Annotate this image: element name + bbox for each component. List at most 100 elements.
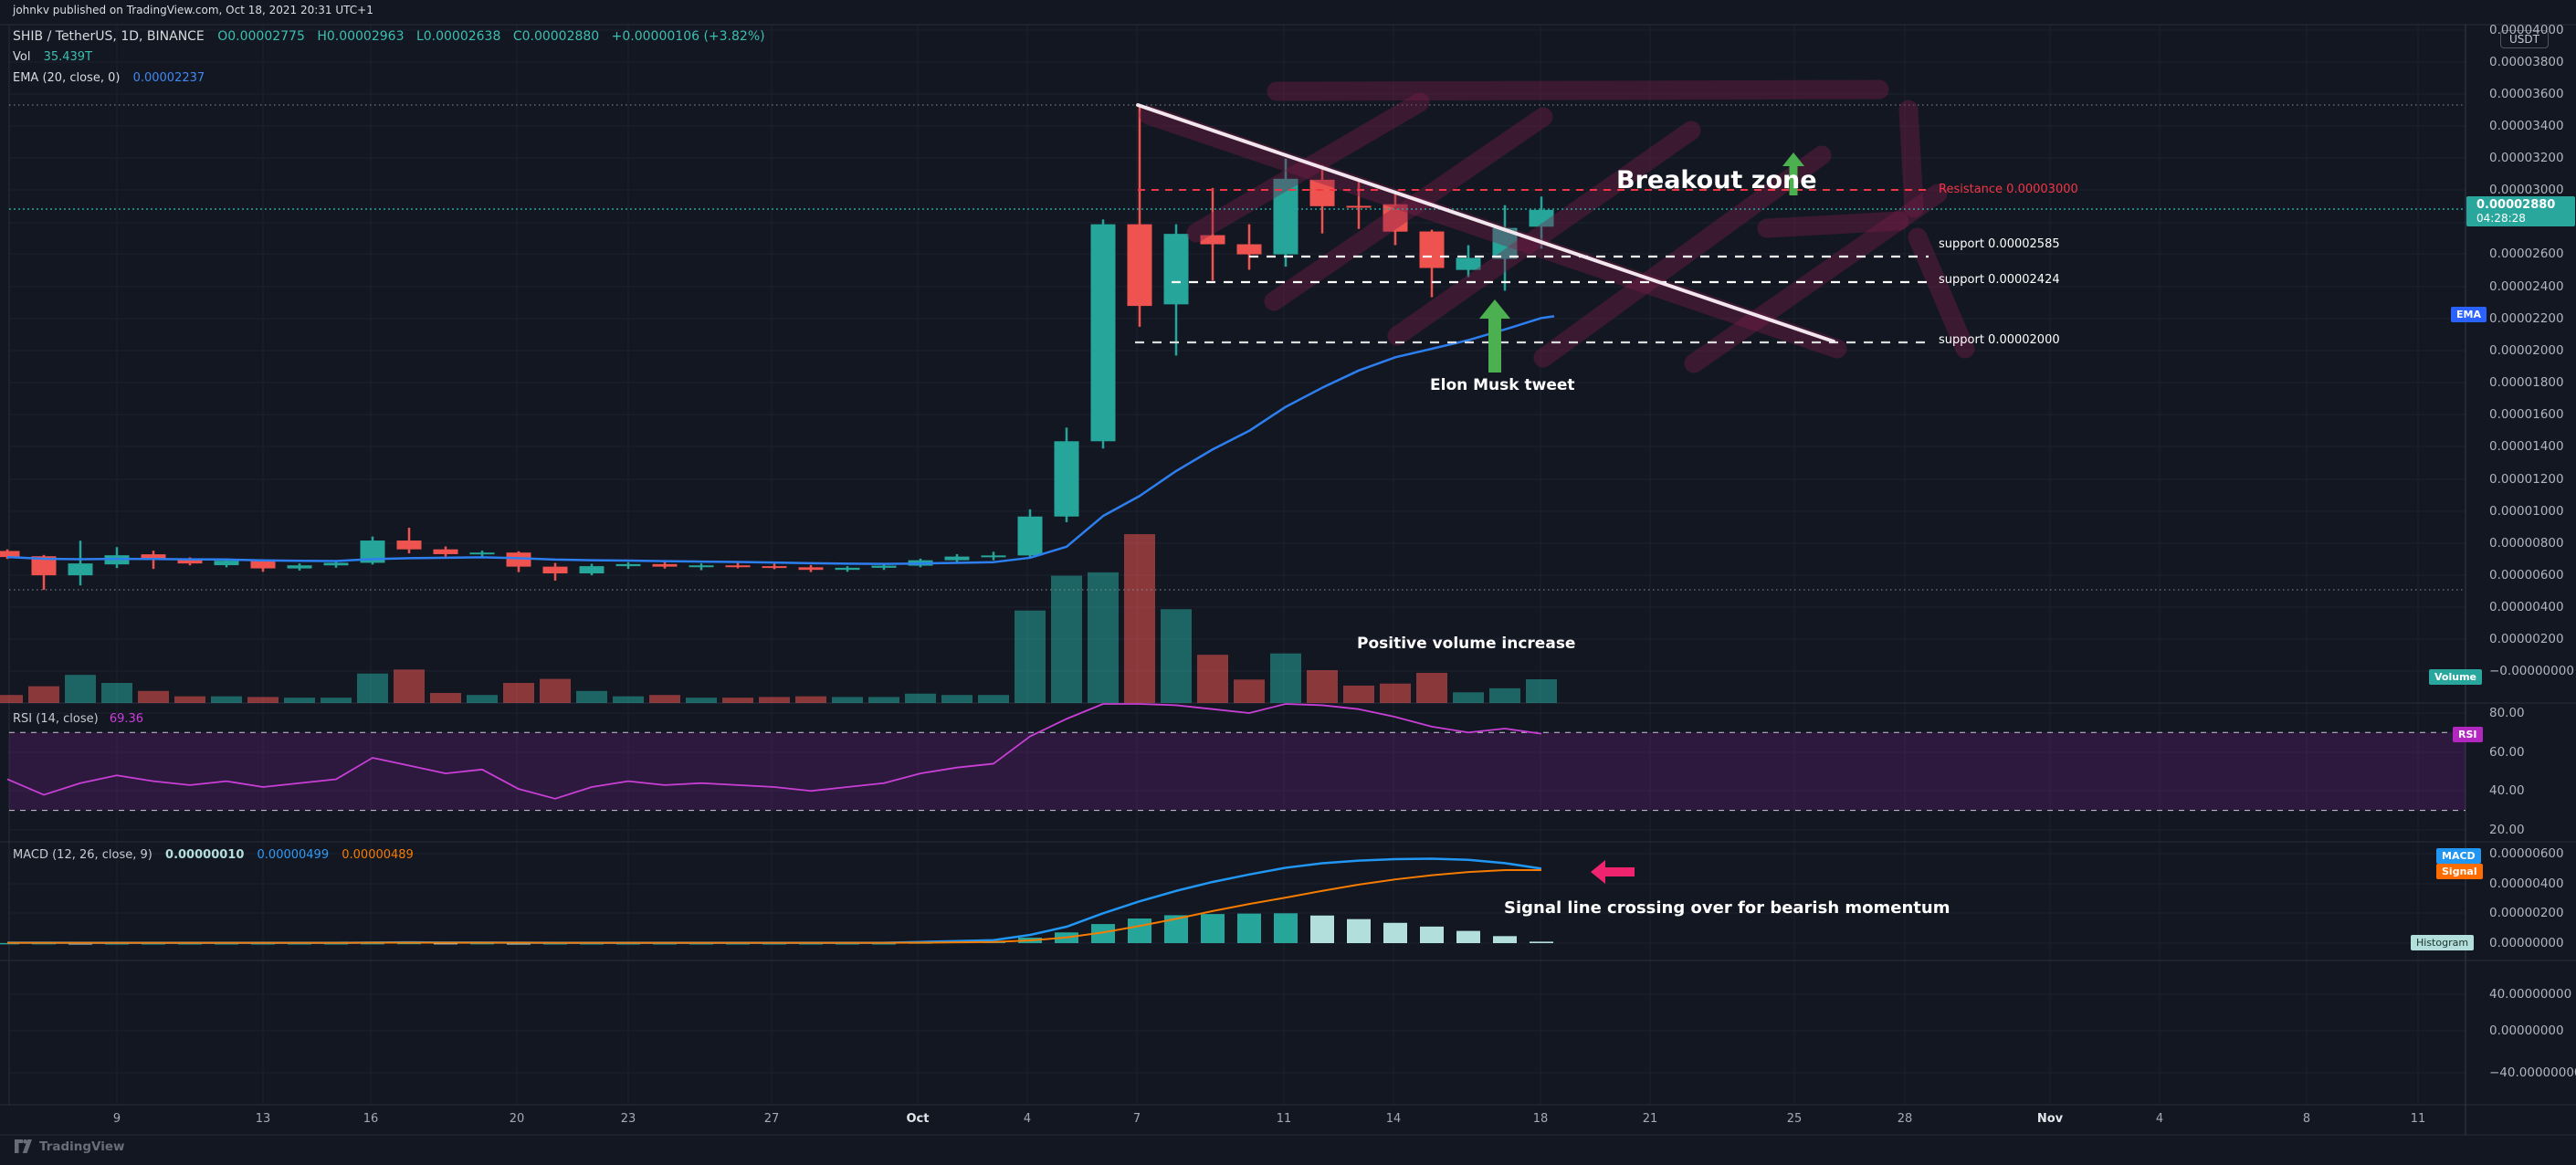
candle-body <box>396 541 422 550</box>
time-axis-label: 11 <box>1276 1112 1292 1126</box>
candle-body <box>1273 178 1299 255</box>
brush-stroke <box>1139 105 1847 359</box>
volume-bar <box>686 698 717 703</box>
candle-body <box>579 566 605 574</box>
candle-body <box>31 556 57 576</box>
macd-histogram-bar <box>1128 918 1151 943</box>
candle-body <box>1127 224 1152 307</box>
volume-bar <box>284 698 315 703</box>
price-axis-label: 0.00003400 <box>2489 119 2564 133</box>
macd-histogram-bar <box>1201 914 1225 943</box>
macd-axis-label: 0.00000600 <box>2489 846 2564 861</box>
candle-body <box>981 555 1006 558</box>
rsi-axis-label: 40.00 <box>2489 783 2525 798</box>
candle-body <box>1419 231 1445 268</box>
price-axis-label: 0.00003200 <box>2489 151 2564 165</box>
volume-bar <box>357 673 388 703</box>
volume-bar <box>1416 672 1447 703</box>
volume-bar <box>759 697 790 703</box>
candle-body <box>141 554 166 561</box>
time-axis-label: 21 <box>1642 1112 1658 1126</box>
candle-body <box>542 566 568 574</box>
volume-bar <box>1307 670 1338 703</box>
volume-bar <box>394 669 425 703</box>
macd-axis-label: 0.00000400 <box>2489 876 2564 891</box>
candle-body <box>725 565 751 568</box>
time-axis-label: 11 <box>2410 1112 2426 1126</box>
volume-bar <box>101 682 132 703</box>
candle-body <box>469 552 495 555</box>
candle-body <box>323 562 349 566</box>
volume-bar <box>174 696 205 703</box>
time-axis-label: 7 <box>1132 1112 1141 1126</box>
time-axis-label: 4 <box>2155 1112 2164 1126</box>
volume-bar <box>1526 679 1557 703</box>
time-axis-label: 28 <box>1897 1112 1913 1126</box>
macd-axis-label: 0.00000000 <box>2489 936 2564 950</box>
candle-body <box>1017 516 1043 556</box>
pane4-axis-label: 0.00000000 <box>2489 1023 2564 1038</box>
brush-stroke <box>1908 227 1975 359</box>
brush-stroke <box>1684 184 1948 373</box>
candle-body <box>1163 234 1189 305</box>
volume-bar <box>211 696 242 703</box>
rsi-axis-label: 60.00 <box>2489 745 2525 760</box>
volume-bar <box>540 678 571 703</box>
volume-bar <box>978 695 1009 703</box>
volume-bar <box>905 693 936 703</box>
price-axis-label: 0.00001400 <box>2489 439 2564 454</box>
volume-bar <box>1161 609 1192 703</box>
brush-stroke <box>1533 145 1832 368</box>
price-axis-label: 0.00001800 <box>2489 375 2564 390</box>
macd-histogram-bar <box>1530 941 1553 943</box>
volume-bar <box>65 675 96 703</box>
volume-bar <box>868 697 899 703</box>
rsi-band <box>9 732 2466 811</box>
volume-bar <box>430 692 461 703</box>
time-axis-label: Oct <box>906 1112 930 1126</box>
candle-body <box>1236 244 1262 255</box>
macd-signal-line <box>7 869 1541 944</box>
brush-stroke <box>1186 92 1430 243</box>
macd-histogram-bar <box>1493 936 1517 943</box>
volume-bar <box>1124 534 1155 703</box>
volume-bar <box>1015 610 1046 703</box>
candle-body <box>1200 235 1225 245</box>
price-axis-label: 0.00004000 <box>2489 23 2564 37</box>
brush-stroke <box>1898 100 1924 218</box>
volume-bar <box>832 697 863 703</box>
time-axis-label: 16 <box>363 1112 379 1126</box>
macd-histogram-bar <box>1456 930 1480 943</box>
tradingview-logo-icon <box>15 1139 32 1153</box>
time-axis-label: 18 <box>1532 1112 1549 1126</box>
macd-histogram-bar <box>1310 915 1334 943</box>
price-axis-label: 0.00001200 <box>2489 472 2564 487</box>
volume-bar <box>1453 692 1484 703</box>
candle-body <box>433 549 458 554</box>
candle-body <box>1456 257 1481 270</box>
volume-bar <box>1270 653 1301 703</box>
time-axis-label: 27 <box>763 1112 780 1126</box>
breakout-up-arrow-icon <box>1782 152 1804 195</box>
volume-bar <box>0 695 23 703</box>
volume-bar <box>576 690 607 703</box>
candle-body <box>177 560 203 564</box>
candle-body <box>214 561 239 566</box>
tradingview-logo[interactable]: TradingView <box>15 1139 125 1154</box>
macd-histogram-bar <box>1274 913 1298 943</box>
tradingview-logo-text: TradingView <box>39 1139 125 1154</box>
candle-body <box>835 567 860 571</box>
time-axis-label: 25 <box>1786 1112 1803 1126</box>
volume-bar <box>1088 572 1119 703</box>
volume-bar <box>28 686 59 703</box>
candle-body <box>506 552 531 567</box>
volume-bar <box>941 695 973 703</box>
volume-bar <box>1343 685 1374 703</box>
candle-body <box>798 567 824 571</box>
rsi-axis-label: 80.00 <box>2489 706 2525 720</box>
candle-body <box>1529 209 1554 227</box>
volume-bar <box>1489 687 1520 703</box>
macd-histogram-bar <box>1347 918 1371 943</box>
